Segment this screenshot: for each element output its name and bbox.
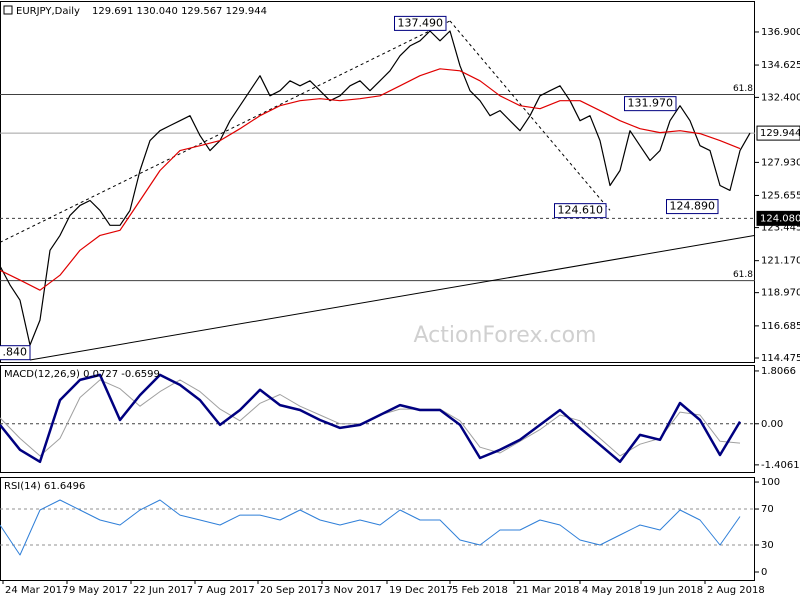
y-tick-label: 121.170 (761, 256, 800, 267)
panel-frame (0, 1, 755, 363)
annotation-label: 137.490 (398, 16, 444, 29)
y-tick-label: 136.900 (761, 27, 800, 38)
price-box (756, 125, 800, 141)
annotation: 124.610 (554, 203, 607, 219)
series-line (0, 373, 742, 464)
panel-title: RSI(14) 61.6496 (4, 481, 85, 492)
watermark: ActionForex.com (414, 323, 597, 348)
x-tick-label: 3 Nov 2017 (324, 585, 382, 596)
chart-title: EURJPY,Daily (16, 6, 80, 17)
price-box-label: 129.944 (760, 128, 800, 139)
y-tick-label: 0.00 (761, 419, 783, 430)
annotation: 137.490 (394, 15, 447, 31)
trend-line (29, 234, 756, 361)
y-tick-label: 125.655 (761, 190, 800, 201)
series-line (0, 30, 751, 346)
price-box-label: 124.080 (760, 213, 800, 224)
y-tick-label: 0 (761, 567, 767, 578)
annotation-label: 124.610 (558, 204, 604, 217)
panel-title: MACD(12,26,9) 0.0727 -0.6599 (4, 369, 160, 380)
y-tick-label: 70 (761, 504, 774, 515)
y-tick-label: 127.930 (761, 157, 800, 168)
x-tick-label: 20 Sep 2017 (260, 585, 323, 596)
annotation-box (624, 96, 677, 112)
y-tick-label: 118.970 (761, 288, 800, 299)
trend-line (449, 20, 611, 211)
price-box (756, 210, 800, 226)
symbol-icon (3, 5, 13, 15)
x-tick-label: 21 Mar 2018 (516, 585, 579, 596)
x-tick-label: 2 Aug 2018 (707, 585, 765, 596)
x-tick-label: 19 Dec 2017 (389, 585, 453, 596)
annotation-label: 124.890 (670, 200, 716, 213)
annotation-box (0, 345, 31, 361)
annotation-box (394, 15, 447, 31)
series-line (0, 68, 741, 291)
annotation: 131.970 (624, 96, 677, 112)
y-tick-label: 30 (761, 540, 774, 551)
y-tick-label: 134.625 (761, 60, 800, 71)
x-tick-label: 4 May 2018 (582, 585, 641, 596)
chart-subtitle: 129.691 130.040 129.567 129.944 (92, 6, 267, 17)
annotation-box (666, 199, 719, 215)
annotation: .840 (0, 345, 31, 361)
annotation-label: 131.970 (628, 97, 674, 110)
x-tick-label: 9 May 2017 (69, 585, 128, 596)
annotation: 124.890 (666, 199, 719, 215)
x-tick-label: 19 Jun 2018 (643, 585, 703, 596)
y-tick-label: 116.685 (761, 321, 800, 332)
level-label: 61.8 (733, 84, 753, 94)
x-tick-label: 24 Mar 2017 (5, 585, 68, 596)
panel-frame (0, 477, 755, 581)
x-tick-label: 5 Feb 2018 (452, 585, 508, 596)
series-line (0, 499, 741, 556)
y-tick-label: 123.445 (761, 223, 800, 234)
x-tick-label: 22 Jun 2017 (133, 585, 193, 596)
x-tick-label: 7 Aug 2017 (197, 585, 255, 596)
y-tick-label: 100 (761, 477, 780, 488)
y-tick-label: -1.4061 (761, 460, 800, 471)
y-tick-label: 132.400 (761, 92, 800, 103)
level-label: 61.8 (733, 270, 753, 280)
y-tick-label: 114.475 (761, 353, 800, 364)
annotation-box (554, 203, 607, 219)
annotation-label: .840 (3, 346, 28, 359)
y-tick-label: 1.8066 (761, 366, 796, 377)
